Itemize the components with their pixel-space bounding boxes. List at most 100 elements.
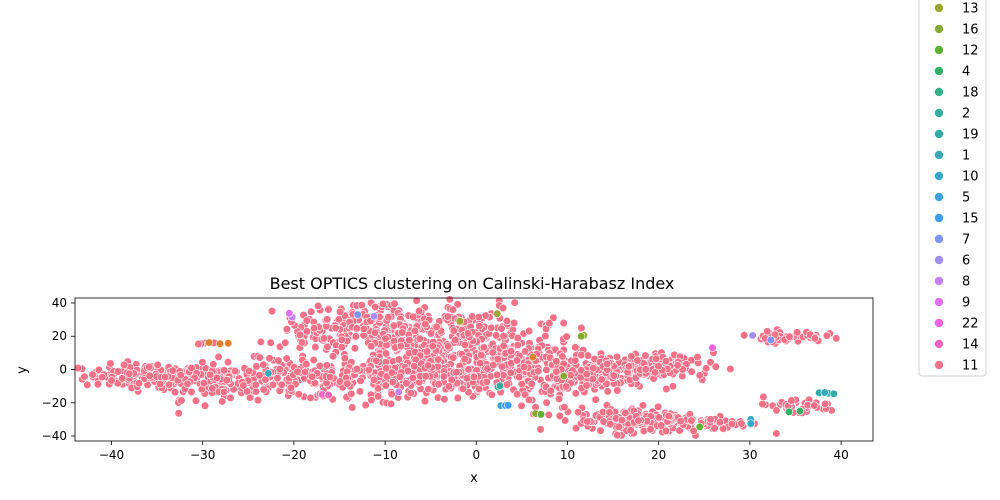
point-cluster-11 (561, 416, 570, 425)
point-cluster-11 (426, 329, 436, 338)
legend-label: 9 (962, 296, 970, 311)
point-cluster-11 (381, 334, 390, 343)
point-cluster-11 (409, 312, 418, 321)
point-cluster-11 (634, 416, 643, 425)
point-cluster-11 (497, 324, 506, 333)
point-cluster-11 (510, 298, 519, 307)
point-cluster-11 (355, 387, 365, 396)
point-cluster-11 (161, 372, 170, 382)
point-cluster-11 (337, 335, 346, 344)
point-cluster-11 (352, 324, 361, 333)
point-cluster-11 (187, 363, 196, 373)
point-cluster-11 (469, 372, 479, 382)
point-cluster-11 (348, 403, 357, 412)
point-cluster-11 (313, 301, 323, 311)
point-cluster-11 (626, 426, 635, 435)
point-cluster-11 (541, 331, 550, 341)
point-cluster-11 (206, 370, 215, 379)
point-cluster-11 (125, 369, 134, 378)
point-cluster-11 (80, 372, 89, 381)
legend-label: 19 (962, 128, 979, 143)
point-cluster-11 (719, 424, 728, 433)
point-cluster-11 (343, 379, 352, 388)
point-cluster-11 (293, 367, 302, 376)
point-cluster-11 (255, 353, 264, 362)
x-axis-ticks: −40 −30 −20 −10 0 10 20 30 40 (99, 441, 849, 462)
point-cluster-11 (295, 330, 305, 339)
point-cluster-11 (596, 426, 605, 435)
point-cluster-11 (300, 367, 310, 377)
point-cluster-11 (583, 351, 593, 360)
point-cluster-22 (708, 343, 717, 352)
point-cluster-15 (504, 401, 513, 410)
point-cluster-11 (627, 352, 636, 361)
point-cluster-11 (710, 424, 719, 433)
point-cluster-11 (432, 322, 441, 331)
point-cluster-11 (145, 362, 154, 371)
point-cluster-11 (498, 303, 508, 313)
point-cluster-11 (134, 379, 144, 388)
point-cluster-11 (474, 384, 484, 394)
point-cluster-11 (582, 381, 591, 390)
legend-marker (934, 234, 944, 244)
point-cluster-11 (552, 357, 561, 366)
point-cluster-orange (224, 339, 233, 348)
point-cluster-11 (520, 362, 529, 372)
legend: 13 16 12 4 18 2 19 1 10 5 15 7 6 8 9 22 14 11 (918, 0, 987, 377)
point-cluster-11 (606, 420, 615, 429)
point-cluster-orange (204, 338, 214, 347)
point-cluster-11 (398, 328, 407, 337)
point-cluster-11 (499, 341, 508, 350)
point-cluster-11 (676, 417, 685, 426)
legend-label: 14 (962, 338, 979, 353)
point-cluster-11 (440, 395, 449, 404)
point-cluster-11 (546, 386, 555, 395)
point-cluster-11 (527, 379, 536, 388)
point-cluster-11 (347, 389, 356, 398)
x-tick-label: −20 (281, 448, 306, 462)
point-cluster-11 (198, 358, 207, 367)
point-cluster-11 (562, 382, 571, 391)
point-cluster-11 (88, 370, 97, 379)
point-cluster-11 (294, 390, 303, 399)
point-cluster-11 (428, 342, 437, 351)
point-cluster-11 (512, 356, 522, 365)
point-cluster-11 (251, 380, 260, 389)
point-cluster-11 (421, 320, 430, 329)
point-cluster-11 (588, 375, 597, 384)
legend-label: 1 (962, 149, 970, 164)
point-cluster-11 (444, 342, 453, 351)
point-cluster-11 (251, 387, 260, 396)
point-cluster-11 (256, 337, 265, 347)
point-cluster-11 (274, 356, 283, 365)
point-cluster-11 (310, 324, 319, 333)
point-cluster-11 (373, 392, 383, 401)
point-cluster-11 (759, 392, 768, 402)
point-cluster-11 (415, 334, 424, 343)
point-cluster-11 (191, 396, 201, 405)
point-cluster-11 (145, 371, 154, 380)
point-cluster-11 (402, 379, 411, 388)
point-cluster-11 (83, 380, 92, 389)
point-cluster-11 (545, 319, 554, 328)
point-cluster-11 (621, 408, 630, 418)
point-cluster-11 (168, 366, 177, 375)
point-cluster-11 (335, 377, 344, 386)
point-cluster-11 (282, 354, 291, 363)
legend-label: 11 (962, 359, 979, 374)
point-cluster-11 (453, 393, 462, 403)
legend-marker (934, 339, 944, 349)
point-cluster-11 (463, 329, 473, 338)
point-cluster-11 (448, 305, 458, 314)
point-cluster-11 (726, 364, 735, 374)
point-cluster-11 (513, 390, 522, 399)
point-cluster-11 (641, 351, 650, 360)
legend-label: 6 (962, 254, 970, 269)
point-cluster-11 (395, 372, 404, 381)
point-cluster-11 (410, 326, 419, 336)
legend-marker (934, 24, 944, 34)
point-cluster-11 (646, 425, 655, 434)
point-cluster-11 (266, 338, 275, 347)
point-cluster-11 (706, 415, 715, 424)
point-cluster-11 (405, 335, 414, 345)
